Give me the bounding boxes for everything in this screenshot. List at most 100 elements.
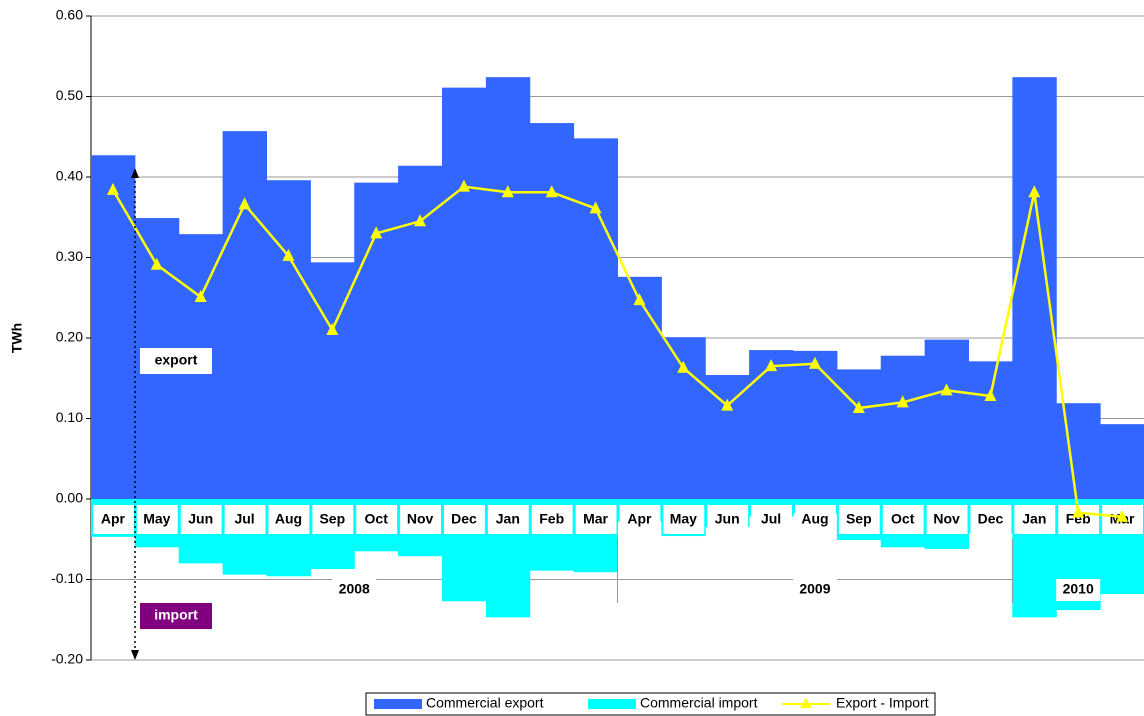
x-tick-label: Jun: [188, 511, 213, 527]
legend-box: [365, 692, 936, 716]
line-marker: [984, 388, 997, 401]
x-tick-label: Mar: [583, 511, 608, 527]
bar: [529, 123, 575, 499]
annotation-box: [140, 603, 212, 629]
label-cell: [926, 505, 968, 534]
line-marker: [545, 185, 558, 198]
x-tick-label: Oct: [365, 511, 389, 527]
line-marker: [106, 182, 119, 195]
y-tick-label: 0.30: [56, 248, 83, 264]
label-cell: [882, 505, 924, 534]
group-label: 2010: [1063, 581, 1094, 597]
legend-marker: [800, 698, 812, 708]
x-tick-label: Jul: [761, 511, 781, 527]
label-cell: [838, 505, 880, 534]
label-cell: [400, 505, 441, 534]
category-labels: Apr May Jun Jul Aug Sep Oct Nov Dec Jan Feb Mar Apr M…: [93, 505, 1143, 603]
legend-label: Export - Import: [836, 695, 929, 711]
x-tick-label: May: [143, 511, 170, 527]
line-marker: [1028, 185, 1041, 198]
bar: [924, 339, 969, 499]
y-tick-label: 0.10: [56, 409, 83, 425]
x-tick-label: Jun: [715, 511, 740, 527]
legend-swatch: [374, 699, 422, 709]
annotation: export: [155, 352, 198, 368]
x-tick-label: Nov: [407, 511, 434, 527]
y-tick-label: 0.20: [56, 329, 83, 345]
group-cell: [1056, 579, 1101, 601]
line-marker: [852, 401, 865, 414]
bar: [485, 77, 531, 500]
group-cell: [332, 579, 377, 601]
label-cell: [224, 505, 266, 534]
y-tick-label: -0.20: [51, 651, 83, 667]
label-cell: [312, 505, 354, 534]
x-tick-label: Aug: [801, 511, 828, 527]
line-marker: [633, 293, 646, 306]
label-cell: [180, 505, 222, 534]
y-tick-label: 0.00: [56, 490, 83, 506]
legend: Commercial export Commercial import Expo…: [365, 692, 936, 716]
bar: [836, 369, 882, 499]
line-marker: [808, 356, 821, 369]
line: [111, 185, 1123, 518]
legend-label: Commercial import: [640, 695, 758, 711]
label-cell: [136, 505, 178, 534]
bar: [617, 276, 662, 499]
bar: [1100, 424, 1144, 499]
legend-label: Commercial export: [426, 695, 544, 711]
line-marker: [1116, 509, 1129, 522]
bar: [442, 87, 487, 500]
line-marker: [765, 359, 778, 372]
x-tick-label: Sep: [846, 511, 872, 527]
group-label: 2009: [799, 581, 830, 597]
label-cell: [356, 505, 398, 534]
line-marker: [238, 197, 251, 210]
x-tick-label: Feb: [1066, 511, 1091, 527]
bar: [968, 361, 1013, 499]
y-tick-label: 0.60: [56, 7, 83, 23]
x-tick-label: Aug: [275, 511, 302, 527]
bar: [91, 155, 136, 499]
bar: [222, 131, 267, 500]
x-tick-label: Dec: [978, 511, 1004, 527]
bars: [91, 77, 1144, 618]
y-tick-label: 0.50: [56, 87, 83, 103]
bar: [705, 375, 750, 499]
label-cell: [619, 505, 661, 534]
group-cell: [792, 579, 837, 601]
label-cell: [663, 505, 705, 534]
x-tick-label: Nov: [933, 511, 960, 527]
label-cell: [531, 505, 573, 534]
line-marker: [282, 248, 295, 261]
x-tick-label: Jan: [496, 511, 520, 527]
label-cell: [444, 505, 485, 534]
line-marker: [589, 201, 602, 214]
label-cell: [1014, 505, 1056, 534]
bar: [1056, 403, 1101, 499]
bar: [880, 355, 926, 499]
label-cell: [970, 505, 1012, 534]
y-axis-label: TWh: [9, 323, 25, 353]
line-marker: [150, 257, 163, 270]
line-marker: [501, 185, 514, 198]
x-tick-label: Dec: [451, 511, 477, 527]
bar: [310, 262, 355, 499]
line-marker: [370, 226, 383, 239]
label-cell: [751, 505, 792, 534]
x-tick-label: Sep: [319, 511, 345, 527]
x-tick-label: Apr: [101, 511, 126, 527]
y-tick-label: 0.40: [56, 168, 83, 184]
group-label: 2008: [339, 581, 370, 597]
x-tick-label: Feb: [539, 511, 564, 527]
label-cell: [575, 505, 617, 534]
line-marker: [414, 214, 427, 227]
annotation-box: [140, 348, 212, 374]
bar: [793, 350, 838, 499]
bar: [573, 138, 618, 500]
x-tick-label: Jul: [234, 511, 254, 527]
legend-swatch: [588, 699, 636, 709]
label-cell: [707, 505, 749, 534]
line-marker: [940, 383, 953, 396]
